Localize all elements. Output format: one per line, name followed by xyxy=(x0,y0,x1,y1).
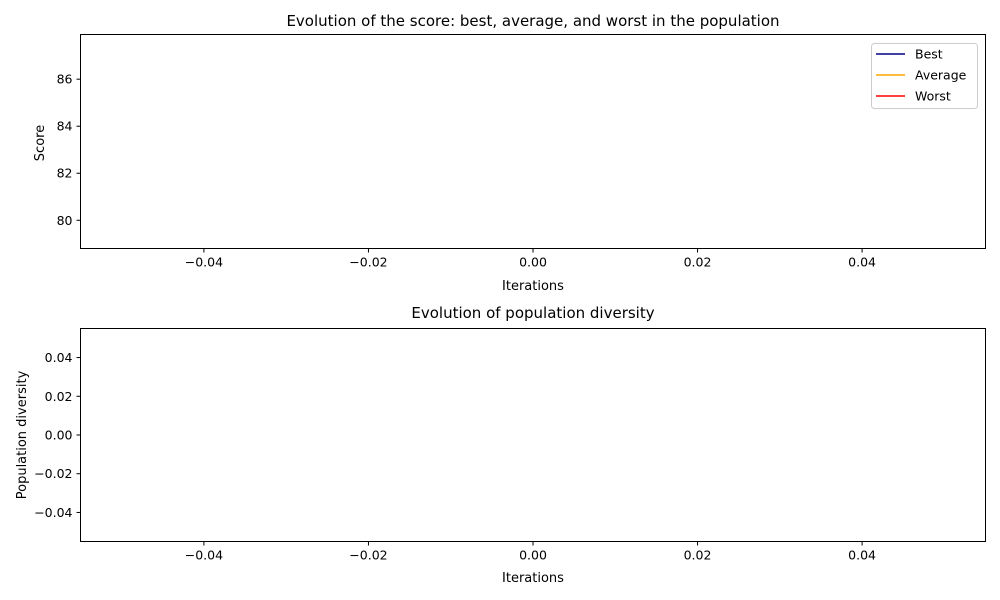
y-tick-label: −0.02 xyxy=(34,466,72,481)
x-tick-label: 0.00 xyxy=(519,548,547,563)
score-chart-ticks: −0.04 −0.02 0.00 0.02 0.04 80 82 84 86 xyxy=(57,72,876,270)
legend-label: Worst xyxy=(915,89,951,104)
y-tick-label: 0.00 xyxy=(45,428,73,443)
x-tick-label: −0.04 xyxy=(185,548,223,563)
x-tick-label: 0.02 xyxy=(684,255,712,270)
x-tick-label: 0.04 xyxy=(848,255,876,270)
diversity-chart: Evolution of population diversity −0.04−… xyxy=(15,304,986,586)
diversity-chart-frame xyxy=(80,328,986,542)
y-tick-label: 80 xyxy=(57,213,73,228)
score-chart: Evolution of the score: best, average, a… xyxy=(33,12,986,294)
score-chart-legend: Best Average Worst xyxy=(871,43,978,109)
x-tick-label: 0.00 xyxy=(519,255,547,270)
legend-label: Best xyxy=(915,47,943,62)
diversity-chart-ticks: −0.04 −0.02 0.00 0.02 0.04 0.04 0.02 0.00 −0.02 −… xyxy=(34,350,876,562)
x-tick-label: 0.02 xyxy=(684,548,712,563)
y-tick-label: 0.02 xyxy=(45,389,73,404)
y-tick-label: −0.04 xyxy=(34,505,72,520)
y-tick-label: 0.04 xyxy=(45,350,73,365)
score-chart-y-axis-label: Score xyxy=(33,125,48,161)
diversity-chart-title: Evolution of population diversity xyxy=(411,304,654,322)
y-tick-label: 82 xyxy=(57,166,73,181)
score-chart-x-axis-label: Iterations xyxy=(502,279,564,294)
x-tick-label: −0.02 xyxy=(349,255,387,270)
diversity-chart-x-axis-label: Iterations xyxy=(502,571,564,586)
legend-box xyxy=(871,43,978,109)
x-tick-label: −0.02 xyxy=(349,548,387,563)
diversity-chart-y-axis-label: Population diversity xyxy=(15,370,30,499)
y-tick-label: 86 xyxy=(57,72,73,87)
y-tick-label: 84 xyxy=(57,119,73,134)
score-chart-frame xyxy=(80,34,986,249)
x-tick-label: 0.04 xyxy=(848,548,876,563)
score-chart-title: Evolution of the score: best, average, a… xyxy=(286,12,779,30)
legend-label: Average xyxy=(915,68,967,83)
x-tick-label: −0.04 xyxy=(185,255,223,270)
